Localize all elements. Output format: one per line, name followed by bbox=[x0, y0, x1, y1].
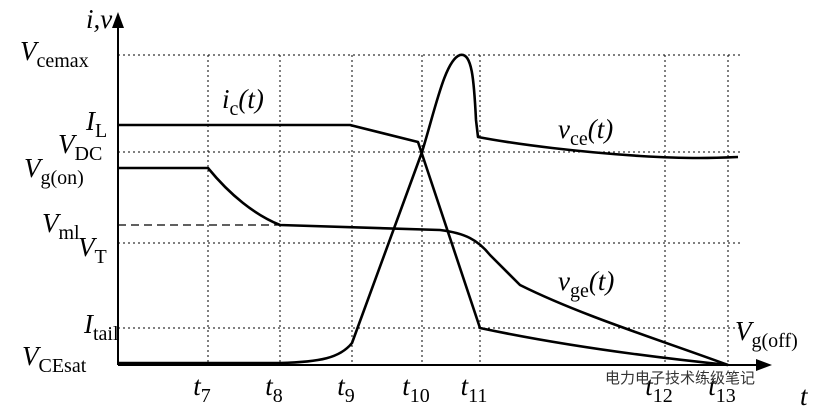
label-tail: (t) bbox=[588, 114, 613, 144]
label-sub: DC bbox=[75, 143, 103, 165]
label-main: V bbox=[24, 153, 44, 183]
label-main: t bbox=[337, 371, 346, 401]
y-axis-arrow bbox=[112, 12, 124, 28]
label-main: t bbox=[461, 371, 470, 401]
label-sub: cemax bbox=[37, 50, 89, 72]
level-label: Itail bbox=[83, 309, 119, 345]
time-label: t8 bbox=[265, 371, 283, 407]
curve-label: vge(t) bbox=[558, 266, 614, 302]
level-label: Vml bbox=[42, 208, 80, 244]
label-main: V bbox=[58, 129, 78, 159]
label-main: I bbox=[83, 309, 95, 339]
label-main: V bbox=[42, 208, 62, 238]
level-label: VT bbox=[78, 232, 107, 268]
label-main: t bbox=[265, 371, 274, 401]
label-sub: T bbox=[95, 246, 107, 268]
time-label: t13 bbox=[708, 371, 736, 407]
label-main: I bbox=[85, 106, 97, 136]
label-main: v bbox=[558, 114, 570, 144]
label-sub: L bbox=[95, 120, 107, 142]
label-main: V bbox=[20, 36, 40, 66]
label-sub: ge bbox=[570, 280, 589, 302]
label-main: V bbox=[735, 316, 755, 346]
label-main: V bbox=[22, 341, 42, 371]
watermark: 电力电子技术练级笔记 bbox=[605, 369, 755, 387]
label-sub: ce bbox=[570, 128, 588, 150]
time-label: t10 bbox=[402, 371, 430, 407]
level-label: VDC bbox=[58, 129, 102, 165]
label-main: t bbox=[645, 371, 654, 401]
label-sub: 12 bbox=[653, 385, 673, 407]
axis-label: i,v bbox=[86, 4, 112, 34]
axis-label: t bbox=[800, 381, 809, 411]
x-axis-arrow bbox=[756, 359, 772, 371]
label-tail: (t) bbox=[238, 84, 263, 114]
label-sub: 13 bbox=[716, 385, 736, 407]
vce-curve bbox=[118, 53, 739, 365]
time-label: t9 bbox=[337, 371, 355, 407]
label-main: i bbox=[222, 84, 230, 114]
level-label: Vcemax bbox=[20, 36, 89, 72]
label-main: v bbox=[558, 266, 570, 296]
curve-label: Vg(off) bbox=[735, 316, 798, 352]
label-sub: CEsat bbox=[39, 355, 87, 377]
time-label: t7 bbox=[193, 371, 211, 407]
label-sub: 7 bbox=[201, 385, 211, 407]
label-main: t bbox=[193, 371, 202, 401]
label-sub: g(on) bbox=[41, 167, 84, 189]
level-label: VCEsat bbox=[22, 341, 87, 377]
label-main: V bbox=[78, 232, 98, 262]
guides bbox=[118, 54, 740, 365]
curve-label: vce(t) bbox=[558, 114, 613, 150]
time-label: t11 bbox=[461, 371, 488, 407]
label-sub: 11 bbox=[468, 385, 487, 407]
ic-curve bbox=[118, 123, 729, 367]
label-sub: 10 bbox=[410, 385, 430, 407]
label-sub: g(off) bbox=[752, 330, 798, 352]
level-label: Vg(on) bbox=[24, 153, 84, 189]
level-label: IL bbox=[85, 106, 107, 142]
label-sub: c bbox=[230, 98, 239, 120]
label-sub: tail bbox=[93, 323, 119, 345]
label-sub: 9 bbox=[345, 385, 355, 407]
vge-curve bbox=[118, 166, 729, 367]
time-label: t12 bbox=[645, 371, 673, 407]
label-sub: 8 bbox=[273, 385, 283, 407]
label-main: t bbox=[402, 371, 411, 401]
curve-label: ic(t) bbox=[222, 84, 264, 120]
label-main: t bbox=[708, 371, 717, 401]
label-tail: (t) bbox=[589, 266, 614, 296]
label-sub: ml bbox=[59, 222, 81, 244]
